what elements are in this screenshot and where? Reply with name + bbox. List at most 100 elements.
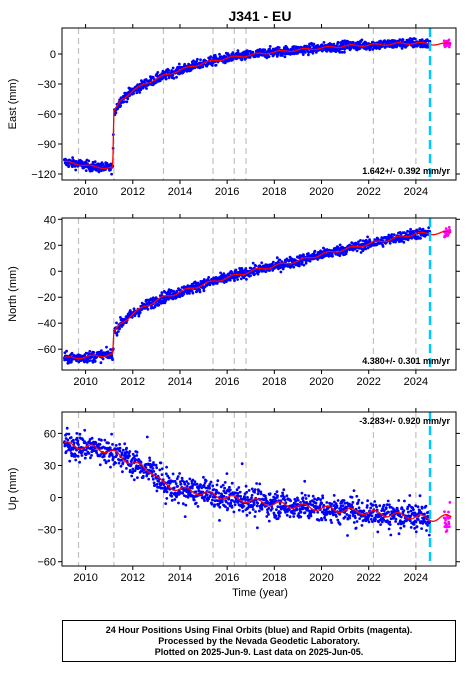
data-point	[320, 43, 324, 47]
data-point	[366, 246, 370, 250]
data-point	[278, 515, 281, 518]
data-point	[335, 515, 338, 518]
data-point	[146, 298, 150, 302]
y-tick-label: 0	[50, 49, 56, 61]
data-point	[67, 164, 71, 168]
data-point	[420, 506, 424, 510]
data-point	[222, 495, 226, 498]
x-axis-label: Time (year)	[232, 587, 288, 599]
data-point	[110, 354, 114, 358]
data-point	[125, 467, 128, 470]
data-point	[186, 495, 190, 499]
data-point	[387, 527, 391, 531]
data-point	[355, 520, 359, 523]
data-point	[388, 241, 392, 245]
data-point	[397, 499, 401, 502]
data-point	[196, 505, 200, 508]
footer-line-3: Plotted on 2025-Jun-9. Last data on 2025…	[154, 647, 364, 657]
y-tick-label: 0	[50, 493, 56, 505]
data-point	[336, 518, 340, 522]
data-point	[115, 321, 118, 325]
data-point	[366, 235, 369, 239]
data-point	[202, 475, 205, 479]
data-point	[428, 39, 432, 43]
data-point	[209, 494, 212, 498]
data-point	[356, 501, 360, 505]
data-point	[355, 494, 359, 498]
data-point	[76, 439, 80, 443]
rapid-point	[448, 228, 452, 232]
data-point	[204, 479, 208, 483]
data-point	[308, 45, 312, 49]
data-point	[181, 491, 185, 495]
data-point	[304, 261, 308, 265]
data-point	[155, 482, 159, 486]
data-point	[165, 490, 169, 494]
data-point	[251, 261, 255, 265]
data-point	[358, 517, 361, 520]
data-point	[241, 509, 245, 513]
data-point	[390, 233, 394, 236]
data-point	[252, 503, 256, 506]
data-point	[89, 456, 92, 460]
data-point	[357, 240, 360, 244]
data-point	[202, 483, 206, 487]
data-point	[254, 510, 257, 513]
data-point	[283, 498, 287, 502]
data-point	[295, 508, 299, 512]
data-point	[84, 169, 88, 173]
data-point	[93, 360, 97, 363]
data-point	[164, 77, 168, 81]
y-tick-label: 0	[50, 266, 56, 278]
data-point	[171, 66, 175, 70]
x-tick-label: 2020	[309, 186, 333, 198]
data-point	[119, 104, 123, 108]
data-point	[235, 56, 239, 60]
data-point	[224, 274, 228, 278]
data-point	[342, 499, 346, 502]
data-point	[341, 504, 345, 507]
data-point	[157, 303, 161, 307]
data-point	[188, 292, 191, 295]
data-point	[399, 526, 403, 530]
footer-line-2: Processed by the Nevada Geodetic Laborat…	[158, 636, 360, 646]
x-tick-label: 2020	[309, 376, 333, 388]
data-point	[195, 60, 199, 63]
data-point	[130, 315, 134, 319]
data-point	[100, 169, 103, 173]
data-point	[350, 495, 354, 499]
data-point	[311, 494, 315, 498]
data-point	[420, 38, 424, 41]
data-point	[180, 476, 184, 480]
data-point	[174, 482, 178, 485]
data-point	[260, 507, 264, 511]
data-point	[340, 50, 344, 54]
data-point	[424, 504, 428, 508]
data-point	[196, 281, 200, 285]
data-point	[292, 515, 296, 518]
data-point	[373, 500, 377, 503]
data-point	[94, 441, 98, 444]
data-point	[199, 58, 202, 62]
x-tick-label: 2012	[121, 376, 145, 388]
data-point	[257, 270, 261, 274]
data-point	[416, 518, 420, 521]
data-point	[221, 483, 225, 487]
data-point	[152, 461, 155, 464]
data-point	[275, 256, 279, 260]
data-point	[248, 56, 252, 59]
data-point	[238, 490, 242, 494]
data-point	[181, 502, 185, 506]
data-point	[428, 521, 431, 524]
data-point	[399, 515, 403, 519]
data-point	[109, 465, 112, 469]
data-point	[245, 277, 248, 281]
data-point	[398, 38, 402, 41]
data-point	[182, 292, 186, 296]
data-point	[199, 483, 202, 487]
data-point	[132, 478, 136, 482]
data-point	[351, 501, 355, 504]
data-point	[354, 516, 357, 520]
data-point	[282, 495, 286, 499]
data-point	[322, 41, 326, 44]
